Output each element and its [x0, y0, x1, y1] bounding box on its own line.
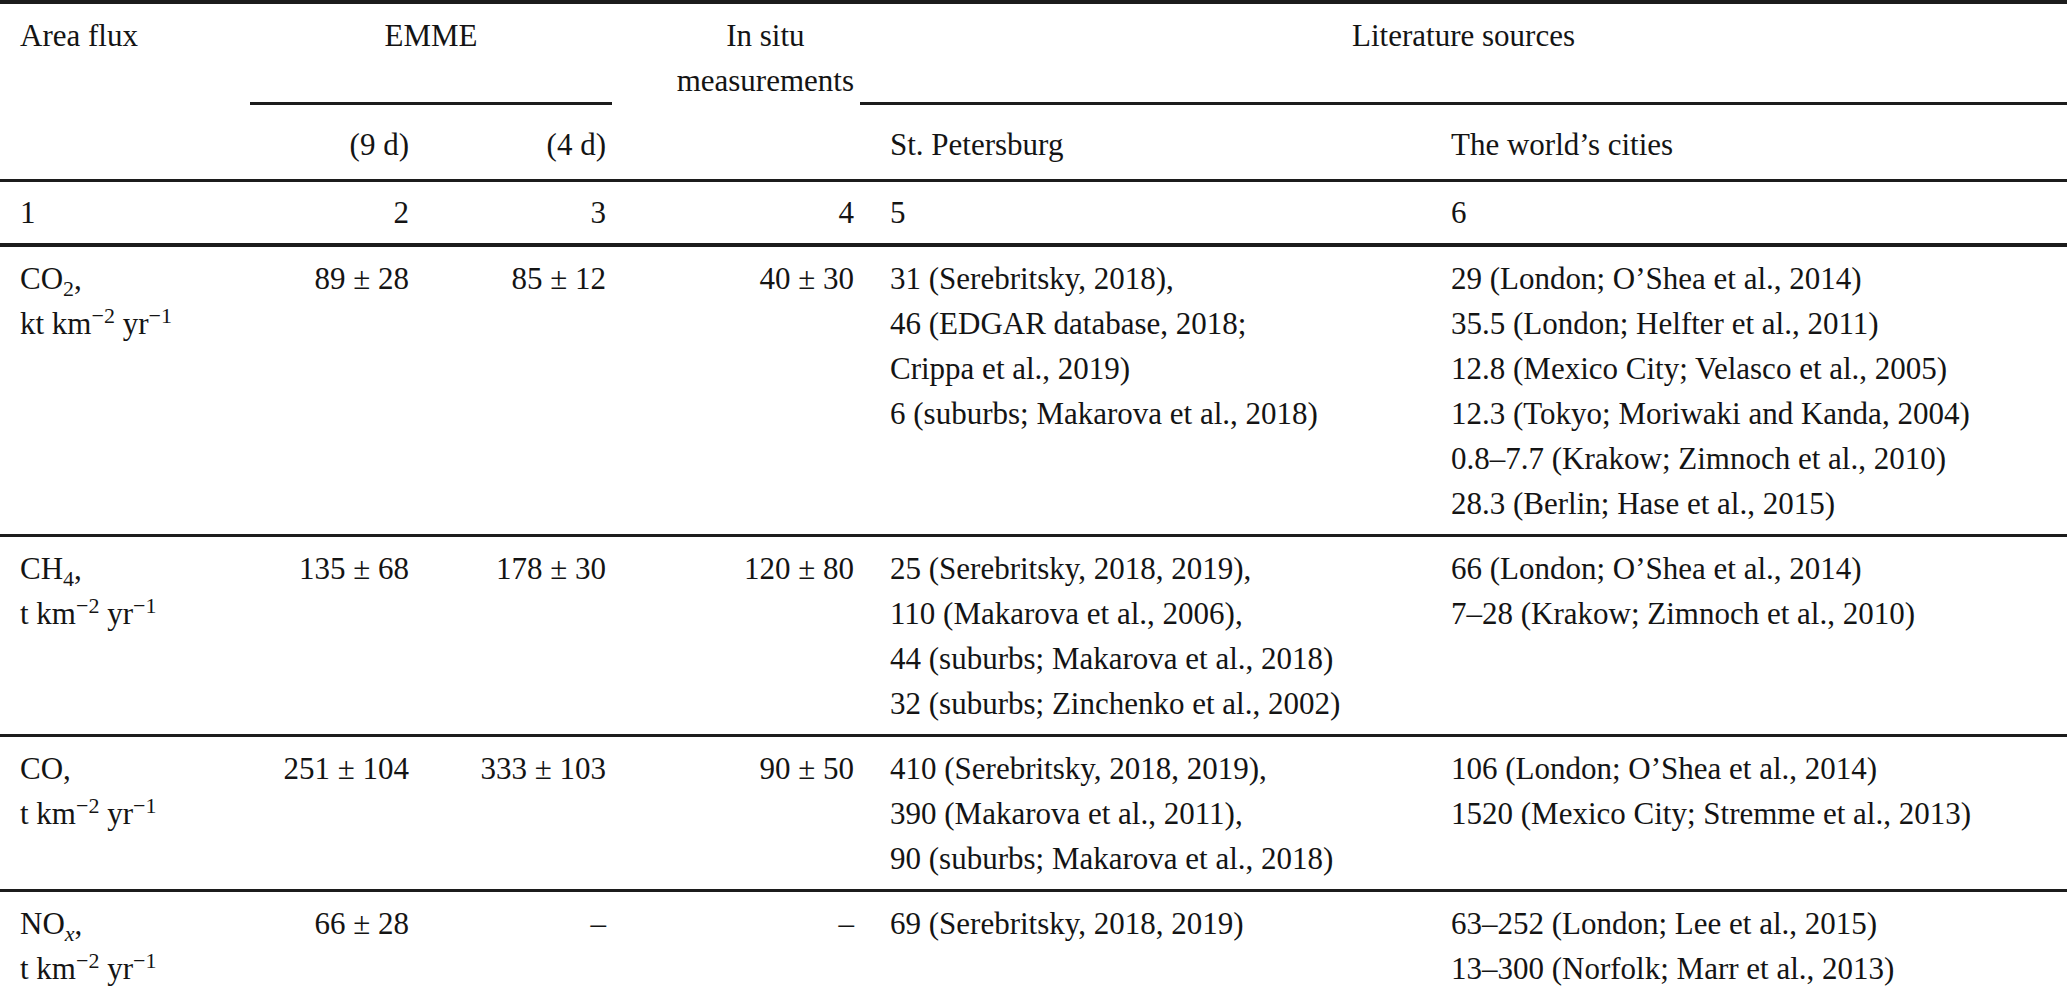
in-situ-label: In situ measurements	[677, 13, 854, 103]
column-number-4: 4	[612, 180, 860, 245]
emme-4d-value: 333 ± 103	[415, 735, 612, 890]
column-number-5: 5	[860, 180, 1445, 245]
species-label: CH4,	[20, 546, 250, 591]
species-label: NOx,	[20, 901, 250, 946]
worlds-cities-values: 106 (London; O’Shea et al., 2014) 1520 (…	[1445, 735, 2067, 890]
in-situ-value: 90 ± 50	[612, 735, 860, 890]
col-header-in-situ: In situ measurements	[612, 2, 860, 103]
header-row-subcolumns: (9 d) (4 d) St. Petersburg The world’s c…	[0, 103, 2067, 180]
emme-4d-value: –	[415, 890, 612, 998]
emme-9d-value: 251 ± 104	[250, 735, 415, 890]
st-petersburg-values: 69 (Serebritsky, 2018, 2019)	[860, 890, 1445, 998]
emme-9d-value: 66 ± 28	[250, 890, 415, 998]
worlds-cities-values: 66 (London; O’Shea et al., 2014) 7–28 (K…	[1445, 535, 2067, 735]
col-header-worlds-cities: The world’s cities	[1445, 103, 2067, 180]
emme-9d-value: 89 ± 28	[250, 245, 415, 536]
st-petersburg-values: 31 (Serebritsky, 2018), 46 (EDGAR databa…	[860, 245, 1445, 536]
table-header: Area flux EMME In situ measurements Lite…	[0, 2, 2067, 245]
emme-9d-value: 135 ± 68	[250, 535, 415, 735]
species-label: CO2,	[20, 256, 250, 301]
species-cell: CO2, kt km−2 yr−1	[0, 245, 250, 536]
area-flux-table: Area flux EMME In situ measurements Lite…	[0, 0, 2067, 998]
species-unit-label: t km−2 yr−1	[20, 791, 250, 836]
emme-4d-value: 178 ± 30	[415, 535, 612, 735]
species-cell: CO, t km−2 yr−1	[0, 735, 250, 890]
table-row: NOx, t km−2 yr−1 66 ± 28 – – 69 (Serebri…	[0, 890, 2067, 998]
in-situ-value: 40 ± 30	[612, 245, 860, 536]
subheader-empty-in-situ	[612, 103, 860, 180]
species-unit-label: kt km−2 yr−1	[20, 301, 250, 346]
col-header-st-petersburg: St. Petersburg	[860, 103, 1445, 180]
species-cell: CH4, t km−2 yr−1	[0, 535, 250, 735]
table-row: CO2, kt km−2 yr−1 89 ± 28 85 ± 12 40 ± 3…	[0, 245, 2067, 536]
column-number-1: 1	[0, 180, 250, 245]
worlds-cities-values: 63–252 (London; Lee et al., 2015) 13–300…	[1445, 890, 2067, 998]
in-situ-value: 120 ± 80	[612, 535, 860, 735]
st-petersburg-values: 25 (Serebritsky, 2018, 2019), 110 (Makar…	[860, 535, 1445, 735]
header-row-groups: Area flux EMME In situ measurements Lite…	[0, 2, 2067, 103]
worlds-cities-values: 29 (London; O’Shea et al., 2014) 35.5 (L…	[1445, 245, 2067, 536]
species-label: CO,	[20, 746, 250, 791]
header-row-column-numbers: 1 2 3 4 5 6	[0, 180, 2067, 245]
col-group-emme: EMME	[250, 2, 612, 103]
column-number-3: 3	[415, 180, 612, 245]
in-situ-value: –	[612, 890, 860, 998]
st-petersburg-values: 410 (Serebritsky, 2018, 2019), 390 (Maka…	[860, 735, 1445, 890]
species-unit-label: t km−2 yr−1	[20, 591, 250, 636]
table-row: CO, t km−2 yr−1 251 ± 104 333 ± 103 90 ±…	[0, 735, 2067, 890]
emme-4d-value: 85 ± 12	[415, 245, 612, 536]
table-row: CH4, t km−2 yr−1 135 ± 68 178 ± 30 120 ±…	[0, 535, 2067, 735]
col-header-emme-9d: (9 d)	[250, 103, 415, 180]
column-number-6: 6	[1445, 180, 2067, 245]
column-number-2: 2	[250, 180, 415, 245]
col-header-area-flux: Area flux	[0, 2, 250, 103]
col-group-literature-sources: Literature sources	[860, 2, 2067, 103]
species-cell: NOx, t km−2 yr−1	[0, 890, 250, 998]
species-unit-label: t km−2 yr−1	[20, 946, 250, 991]
table-body: CO2, kt km−2 yr−1 89 ± 28 85 ± 12 40 ± 3…	[0, 245, 2067, 998]
subheader-empty-area-flux	[0, 103, 250, 180]
col-header-emme-4d: (4 d)	[415, 103, 612, 180]
